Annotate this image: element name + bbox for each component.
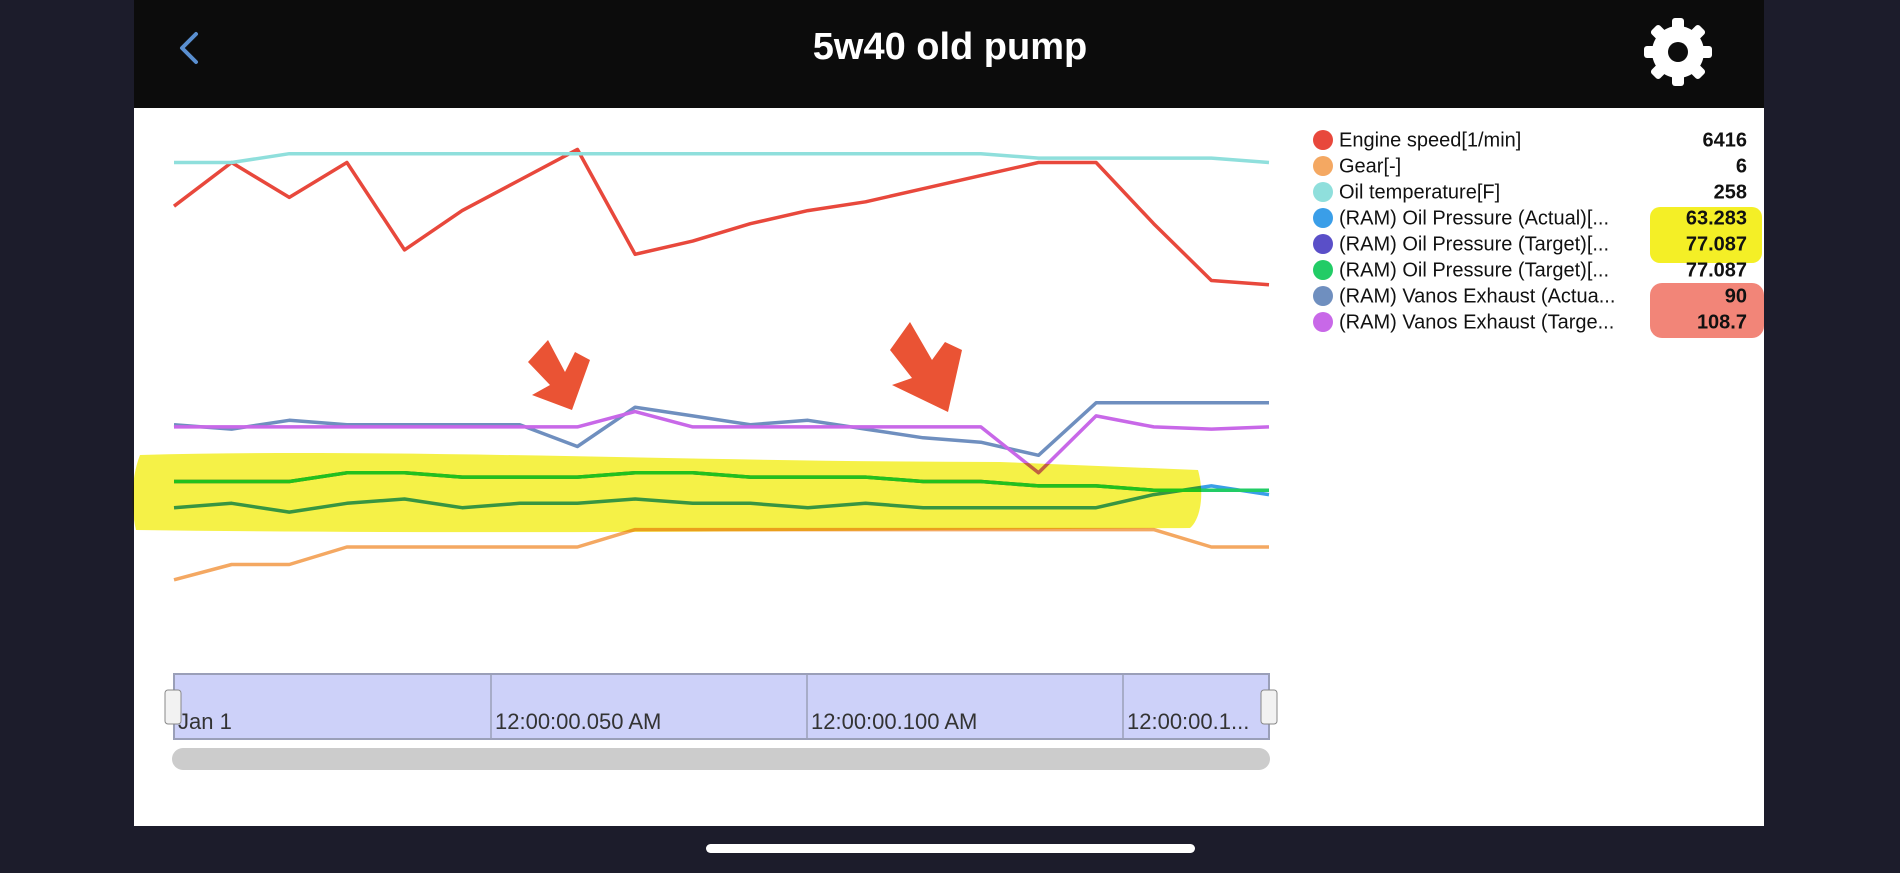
legend-marker: [1313, 260, 1333, 280]
legend-marker: [1313, 156, 1333, 176]
legend: Engine speed[1/min] 6416 Gear[-] 6 Oil tempe…: [1313, 129, 1747, 333]
arrow-annotation: [528, 340, 590, 410]
navigator-handle[interactable]: [164, 689, 182, 725]
x-tick-label: 12:00:00.100 AM: [811, 709, 977, 734]
legend-label: Gear[-]: [1339, 155, 1401, 177]
legend-label: (RAM) Vanos Exhaust (Targe...: [1339, 311, 1614, 333]
legend-value: 6: [1736, 155, 1747, 177]
series-line: [173, 401, 1269, 458]
navigator[interactable]: [173, 673, 1270, 740]
legend-marker: [1313, 208, 1333, 228]
legend-label: (RAM) Vanos Exhaust (Actua...: [1339, 285, 1615, 307]
x-tick-label: 12:00:00.050 AM: [495, 709, 661, 734]
legend-label: (RAM) Oil Pressure (Target)[...: [1339, 233, 1609, 255]
legend-marker: [1313, 312, 1333, 332]
settings-button[interactable]: [1644, 18, 1712, 86]
legend-label: (RAM) Oil Pressure (Actual)[...: [1339, 207, 1609, 229]
navigator-labels: Jan 1 12:00:00.050 AM 12:00:00.100 AM 12:00…: [178, 674, 1249, 739]
top-bar: [134, 0, 1764, 108]
navigator-handle[interactable]: [1260, 689, 1278, 725]
x-tick-label: 12:00:00.1...: [1127, 709, 1249, 734]
highlight-annotation: [1650, 207, 1762, 263]
x-tick-label: Jan 1: [178, 709, 232, 734]
legend-label: (RAM) Oil Pressure (Target)[...: [1339, 259, 1609, 281]
legend-marker: [1313, 286, 1333, 306]
legend-label: Oil temperature[F]: [1339, 181, 1500, 203]
legend-marker: [1313, 182, 1333, 202]
legend-marker: [1313, 234, 1333, 254]
series-line: [174, 409, 1270, 475]
legend-label: Engine speed[1/min]: [1339, 129, 1521, 151]
scrollbar[interactable]: [172, 748, 1270, 770]
home-indicator: [706, 844, 1195, 853]
page-title: 5w40 old pump: [813, 26, 1087, 68]
legend-value: 77.087: [1686, 233, 1747, 255]
legend-value: 90: [1725, 285, 1747, 307]
legend-value: 77.087: [1686, 259, 1747, 281]
arrow-annotation: [890, 322, 962, 412]
legend-value: 258: [1714, 181, 1747, 203]
legend-value: 108.7: [1697, 311, 1747, 333]
legend-value: 63.283: [1686, 207, 1747, 229]
highlight-annotation: [1650, 283, 1764, 338]
legend-marker: [1313, 130, 1333, 150]
series-line: [174, 151, 1270, 165]
highlight-annotation: [132, 453, 1202, 533]
back-button[interactable]: [180, 32, 198, 64]
legend-value: 6416: [1703, 129, 1748, 151]
series-line: [172, 147, 1270, 287]
